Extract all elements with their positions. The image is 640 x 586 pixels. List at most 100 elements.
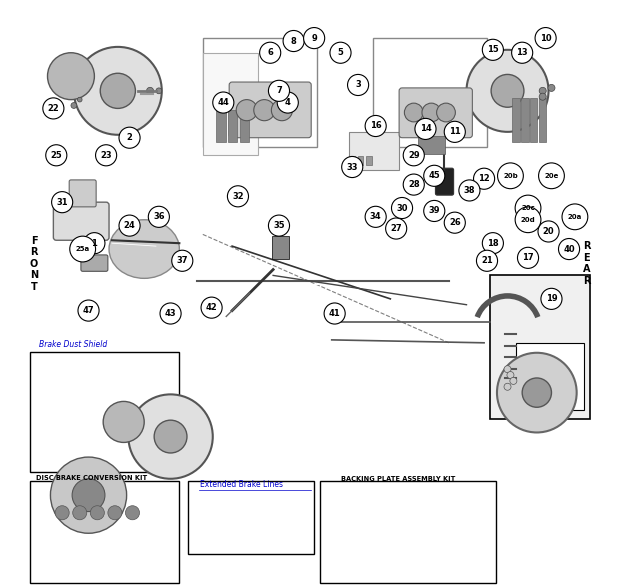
Text: 38: 38 (463, 186, 475, 195)
Text: 41: 41 (329, 309, 340, 318)
Text: 37: 37 (177, 256, 188, 265)
Text: 14: 14 (420, 124, 431, 134)
FancyBboxPatch shape (435, 168, 454, 195)
Circle shape (103, 401, 144, 442)
Text: 43: 43 (164, 309, 177, 318)
FancyBboxPatch shape (53, 202, 109, 240)
Text: 13: 13 (516, 48, 528, 57)
Text: 39: 39 (429, 206, 440, 216)
Circle shape (125, 506, 140, 520)
Circle shape (95, 145, 116, 166)
Circle shape (403, 145, 424, 166)
Circle shape (504, 366, 511, 373)
Circle shape (47, 53, 94, 100)
FancyBboxPatch shape (512, 98, 520, 142)
FancyBboxPatch shape (521, 98, 529, 142)
Circle shape (90, 506, 104, 520)
Text: 30: 30 (396, 203, 408, 213)
Text: 21: 21 (481, 256, 493, 265)
FancyBboxPatch shape (516, 343, 584, 410)
FancyBboxPatch shape (320, 481, 496, 583)
Circle shape (330, 42, 351, 63)
FancyBboxPatch shape (366, 156, 372, 165)
Text: 20e: 20e (544, 173, 559, 179)
FancyBboxPatch shape (203, 53, 259, 155)
Text: 29: 29 (408, 151, 420, 160)
Circle shape (172, 250, 193, 271)
FancyBboxPatch shape (203, 38, 317, 146)
Text: 7: 7 (276, 86, 282, 96)
Text: 47: 47 (83, 306, 94, 315)
Text: 28: 28 (408, 180, 420, 189)
Text: 36: 36 (153, 212, 164, 222)
Circle shape (422, 103, 441, 122)
Circle shape (236, 100, 257, 121)
Circle shape (444, 121, 465, 142)
Circle shape (504, 383, 511, 390)
Text: 26: 26 (449, 218, 461, 227)
FancyBboxPatch shape (418, 136, 445, 154)
Circle shape (424, 200, 445, 222)
Circle shape (45, 145, 67, 166)
Circle shape (268, 80, 289, 101)
Text: 25a: 25a (76, 246, 90, 252)
Circle shape (515, 195, 541, 221)
Circle shape (539, 87, 546, 94)
FancyBboxPatch shape (399, 88, 472, 138)
Circle shape (365, 115, 386, 137)
Circle shape (84, 233, 105, 254)
Circle shape (212, 92, 234, 113)
Text: 42: 42 (205, 303, 218, 312)
FancyBboxPatch shape (349, 156, 355, 165)
FancyBboxPatch shape (229, 82, 311, 138)
Text: 34: 34 (370, 212, 381, 222)
FancyBboxPatch shape (272, 236, 289, 259)
Circle shape (424, 165, 445, 186)
Text: 12: 12 (478, 174, 490, 183)
Circle shape (404, 103, 423, 122)
Circle shape (483, 39, 504, 60)
Text: 6: 6 (268, 48, 273, 57)
Text: 27: 27 (390, 224, 402, 233)
Text: Extended Brake Lines: Extended Brake Lines (200, 481, 283, 489)
Circle shape (559, 239, 580, 260)
Text: 22: 22 (47, 104, 60, 113)
Text: 25: 25 (51, 151, 62, 160)
Text: DISC BRAKE CONVERSION KIT: DISC BRAKE CONVERSION KIT (36, 475, 147, 481)
Text: 8: 8 (291, 36, 296, 46)
FancyBboxPatch shape (372, 38, 487, 146)
Text: 40: 40 (563, 244, 575, 254)
Text: 31: 31 (56, 197, 68, 207)
Circle shape (129, 394, 212, 479)
Circle shape (201, 297, 222, 318)
Circle shape (303, 28, 324, 49)
Text: 3: 3 (355, 80, 361, 90)
Text: 23: 23 (100, 151, 112, 160)
Circle shape (260, 42, 281, 63)
Text: Brake Dust Shield: Brake Dust Shield (38, 340, 107, 349)
Circle shape (548, 84, 555, 91)
FancyBboxPatch shape (30, 352, 179, 472)
Circle shape (511, 42, 532, 63)
Text: 24: 24 (124, 221, 136, 230)
Text: 17: 17 (522, 253, 534, 263)
FancyBboxPatch shape (349, 132, 399, 170)
FancyBboxPatch shape (539, 98, 546, 142)
Circle shape (147, 87, 154, 94)
Text: 20d: 20d (521, 217, 536, 223)
Circle shape (386, 218, 407, 239)
Circle shape (507, 372, 514, 379)
Circle shape (522, 378, 552, 407)
Text: R
E
A
R: R E A R (583, 241, 590, 286)
Circle shape (467, 50, 548, 132)
Text: BACKING PLATE ASSEMBLY KIT: BACKING PLATE ASSEMBLY KIT (340, 476, 455, 482)
Circle shape (55, 506, 69, 520)
Text: 19: 19 (546, 294, 557, 304)
Circle shape (474, 168, 495, 189)
Circle shape (154, 420, 187, 453)
FancyBboxPatch shape (358, 156, 364, 165)
Circle shape (227, 186, 248, 207)
Text: F
R
O
N
T: F R O N T (30, 236, 38, 292)
Circle shape (271, 100, 292, 121)
Text: 16: 16 (370, 121, 381, 131)
